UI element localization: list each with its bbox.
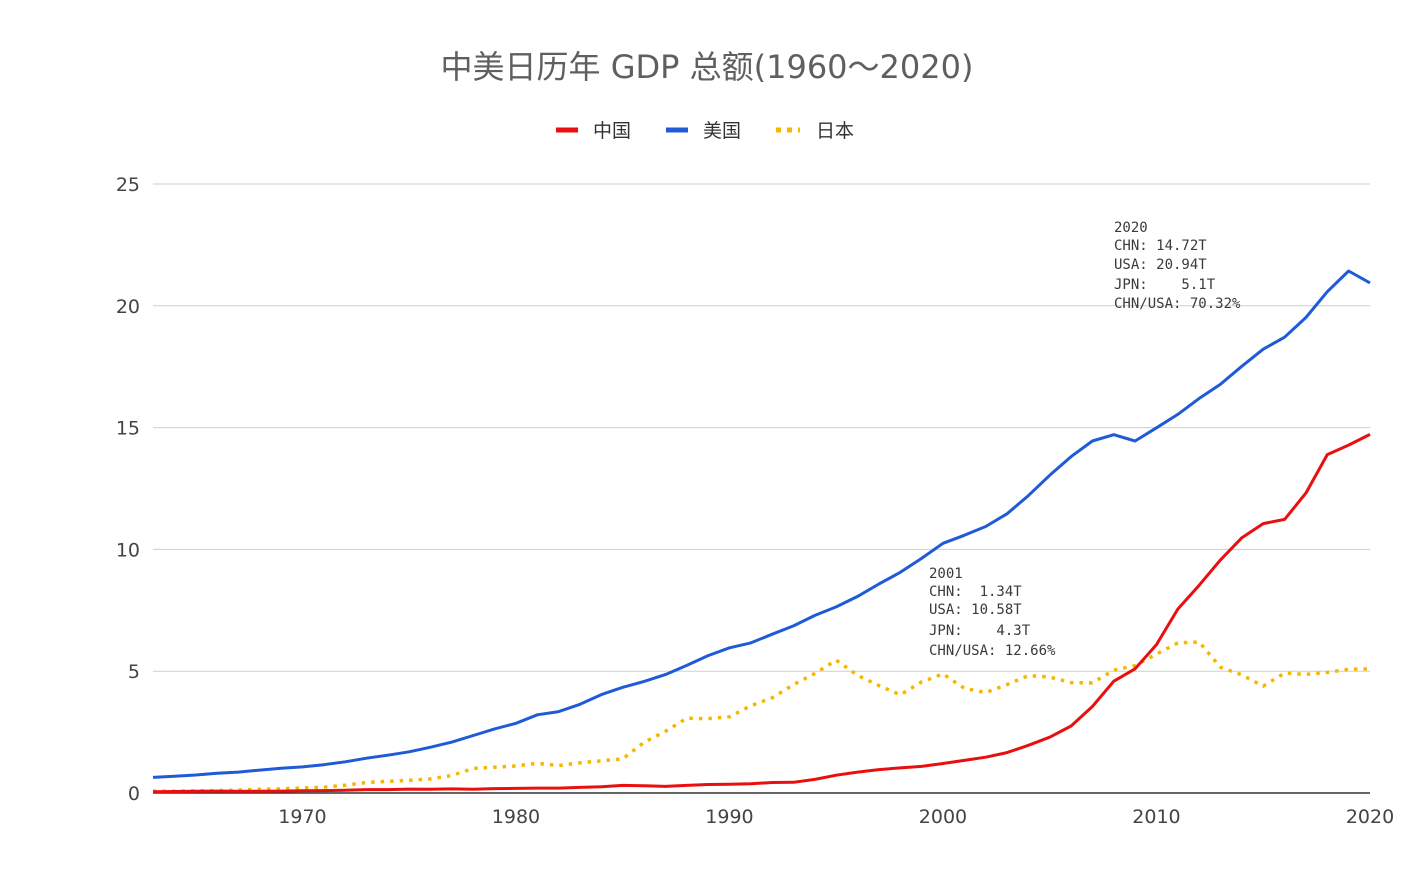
x-axis-ticks: 1970 1980 1990 2000 2010 2020 bbox=[278, 806, 1394, 828]
y-tick-label: 20 bbox=[116, 296, 140, 318]
y-tick-label: 15 bbox=[116, 418, 140, 440]
annotation-2020-line-1: 2020 bbox=[1114, 220, 1148, 236]
x-tick-label: 1970 bbox=[278, 806, 326, 828]
annotation-2020-line-2: CHN: 14.72T bbox=[1114, 238, 1207, 254]
annotation-2001-line-3: USA: 10.58T bbox=[929, 602, 1022, 618]
chart-title: 中美日历年 GDP 总额(1960～2020) bbox=[441, 48, 974, 86]
annotation-2020: 2020 CHN: 14.72T USA: 20.94T JPN: 5.1T C… bbox=[1114, 220, 1241, 312]
annotation-2020-line-5: CHN/USA: 70.32% bbox=[1114, 296, 1241, 312]
y-tick-label: 25 bbox=[116, 174, 140, 196]
legend-label-japan: 日本 bbox=[816, 120, 854, 142]
y-axis-ticks: 0 5 10 15 20 25 bbox=[116, 174, 140, 805]
legend-label-china: 中国 bbox=[593, 120, 631, 142]
x-tick-label: 2010 bbox=[1132, 806, 1180, 828]
legend-item-usa[interactable]: 美国 bbox=[666, 120, 741, 142]
x-tick-label: 2000 bbox=[919, 806, 967, 828]
annotation-2020-line-3: USA: 20.94T bbox=[1114, 257, 1207, 273]
series-lines bbox=[152, 269, 1371, 794]
legend-label-usa: 美国 bbox=[703, 120, 741, 142]
y-tick-label: 10 bbox=[116, 539, 140, 561]
annotation-2001-line-1: 2001 bbox=[929, 566, 963, 582]
annotation-2001: 2001 CHN: 1.34T USA: 10.58T JPN: 4.3T CH… bbox=[929, 566, 1056, 659]
x-tick-label: 1990 bbox=[705, 806, 753, 828]
x-tick-label: 1980 bbox=[492, 806, 540, 828]
series-line-china[interactable] bbox=[152, 433, 1371, 794]
annotation-2001-line-4: JPN: 4.3T bbox=[929, 623, 1031, 639]
legend-item-japan[interactable]: 日本 bbox=[776, 120, 854, 142]
series-line-japan[interactable] bbox=[153, 640, 1371, 793]
series-line-usa[interactable] bbox=[152, 269, 1371, 779]
legend: 中国 美国 日本 bbox=[556, 120, 854, 142]
annotation-2020-line-4: JPN: 5.1T bbox=[1114, 277, 1216, 293]
y-tick-label: 0 bbox=[128, 783, 140, 805]
annotation-2001-line-2: CHN: 1.34T bbox=[929, 584, 1022, 600]
y-tick-label: 5 bbox=[128, 661, 140, 683]
gridlines bbox=[153, 183, 1370, 794]
legend-item-china[interactable]: 中国 bbox=[556, 120, 631, 142]
x-tick-label: 2020 bbox=[1346, 806, 1394, 828]
annotation-2001-line-5: CHN/USA: 12.66% bbox=[929, 643, 1056, 659]
